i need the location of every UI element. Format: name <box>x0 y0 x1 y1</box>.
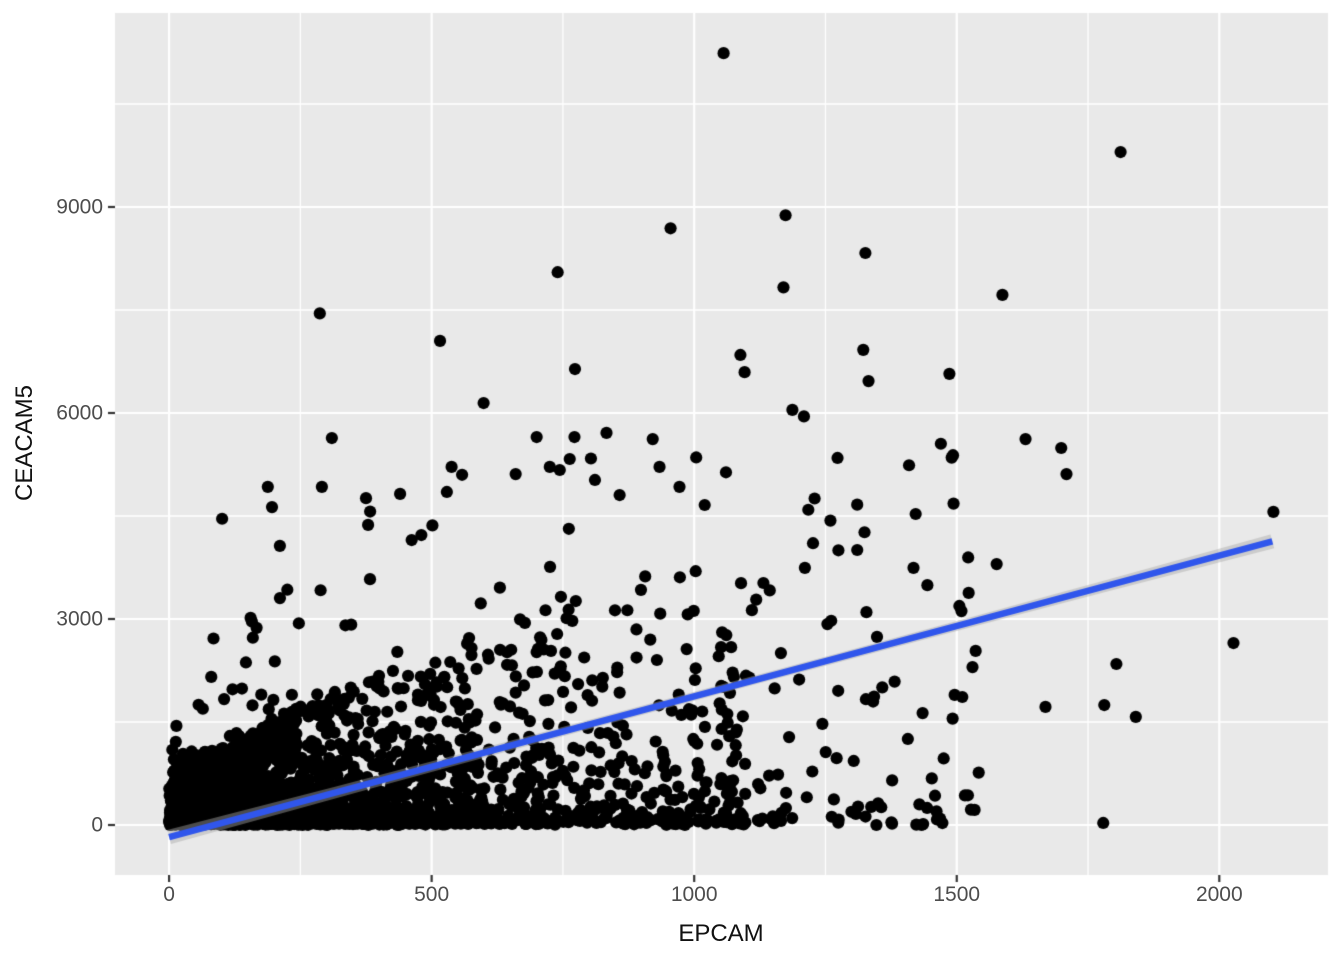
y-tick-label: 0 <box>91 813 103 837</box>
x-tick-label: 2000 <box>1195 883 1243 906</box>
x-tick-label: 0 <box>163 883 175 906</box>
x-tick-label: 1500 <box>933 883 981 906</box>
y-tick-label: 6000 <box>56 401 103 425</box>
x-tick-label: 500 <box>414 883 450 906</box>
y-axis-title: CEACAM5 <box>11 384 38 502</box>
x-axis-title: EPCAM <box>678 920 764 947</box>
y-tick-label: 9000 <box>56 195 103 219</box>
x-tick-label: 1000 <box>670 883 718 906</box>
y-tick-label: 3000 <box>56 607 103 631</box>
